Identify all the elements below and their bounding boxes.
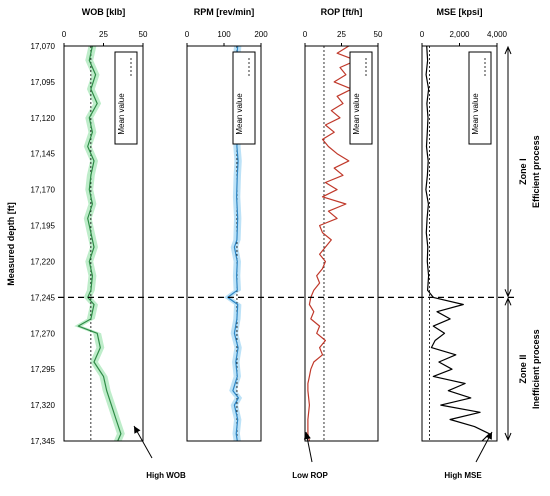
x-tick-label: 0 xyxy=(62,30,67,39)
series-band xyxy=(74,46,125,441)
track-1: WOB [klb] 0 25 50 Mean value xyxy=(62,7,148,442)
legend-box xyxy=(232,51,256,145)
track-frame xyxy=(63,45,144,442)
zone-label: Zone I xyxy=(518,158,528,185)
y-axis-label: Measured depth [ft] xyxy=(6,202,16,286)
tracks: WOB [klb] 0 25 50 Mean value RPM [rev/min] 0 10… xyxy=(62,7,508,442)
zone-label: Zone II xyxy=(518,355,528,384)
y-tick-label: 17,195 xyxy=(31,222,56,231)
x-tick-label: 25 xyxy=(99,30,108,39)
series-line xyxy=(425,45,491,442)
legend-label: Mean value xyxy=(352,93,361,135)
x-tick-label: 2,000 xyxy=(449,30,470,39)
track-frame xyxy=(186,45,262,442)
annotation: Low ROP xyxy=(292,431,328,480)
legend-box xyxy=(468,51,492,145)
annotation-arrow-head xyxy=(303,432,311,440)
zone-description: Efficient process xyxy=(531,135,541,208)
track-title: RPM [rev/min] xyxy=(194,7,255,17)
zone-arrow-head xyxy=(504,297,512,306)
track-frame xyxy=(304,45,379,442)
y-tick-label: 17,345 xyxy=(31,437,56,446)
y-tick-label: 17,070 xyxy=(31,42,56,51)
legend-box xyxy=(349,51,373,145)
track-3: ROP [ft/h] 0 25 50 Mean value xyxy=(303,7,383,442)
annotation: High WOB xyxy=(133,425,186,480)
y-tick-label: 17,270 xyxy=(31,329,56,338)
y-tick-label: 17,295 xyxy=(31,365,56,374)
track-title: WOB [klb] xyxy=(82,7,126,17)
x-tick-label: 100 xyxy=(217,30,231,39)
track-title: MSE [kpsi] xyxy=(436,7,482,17)
track-2: RPM [rev/min] 0 100 200 Mean value xyxy=(185,7,268,442)
annotations: High WOB Low ROP High MSE xyxy=(133,425,493,480)
annotation-label: High MSE xyxy=(444,471,482,480)
series-line xyxy=(77,45,122,442)
zone-arrow-head xyxy=(504,289,512,298)
y-tick-label: 17,320 xyxy=(31,401,56,410)
zone-description: Inefficient process xyxy=(531,329,541,409)
y-tick-label: 17,120 xyxy=(31,114,56,123)
x-tick-label: 25 xyxy=(337,30,346,39)
annotation-label: Low ROP xyxy=(292,471,328,480)
track-4: MSE [kpsi] 0 2,000 4,000 Mean value xyxy=(420,7,508,442)
x-tick-label: 0 xyxy=(185,30,190,39)
y-tick-label: 17,145 xyxy=(31,150,56,159)
annotation-arrow-head xyxy=(134,426,141,434)
legend-box xyxy=(114,51,138,145)
x-tick-label: 0 xyxy=(303,30,308,39)
x-tick-label: 200 xyxy=(254,30,268,39)
x-tick-label: 50 xyxy=(139,30,148,39)
annotation-arrow-head xyxy=(485,432,492,440)
legend-label: Mean value xyxy=(235,93,244,135)
y-axis-ticks: 17,070 17,095 17,120 17,145 17,170 17,195 17,2… xyxy=(31,42,56,446)
zone-arrow-head xyxy=(504,45,512,55)
y-tick-label: 17,220 xyxy=(31,257,56,266)
x-tick-label: 4,000 xyxy=(487,30,508,39)
series-line xyxy=(307,45,357,442)
legend-label: Mean value xyxy=(117,93,126,135)
y-tick-label: 17,245 xyxy=(31,293,56,302)
annotation-label: High WOB xyxy=(146,471,186,480)
track-title: ROP [ft/h] xyxy=(321,7,363,17)
y-tick-label: 17,170 xyxy=(31,186,56,195)
y-tick-label: 17,095 xyxy=(31,78,56,87)
legend-label: Mean value xyxy=(471,93,480,135)
zone-arrow-head xyxy=(504,432,512,442)
x-tick-label: 0 xyxy=(420,30,425,39)
series-band xyxy=(224,46,243,441)
zone-1: Zone I Efficient process xyxy=(504,45,541,298)
x-tick-label: 50 xyxy=(374,30,383,39)
annotation: High MSE xyxy=(444,431,493,480)
track-frame xyxy=(421,45,498,442)
zone-2: Zone II Inefficient process xyxy=(504,297,541,442)
